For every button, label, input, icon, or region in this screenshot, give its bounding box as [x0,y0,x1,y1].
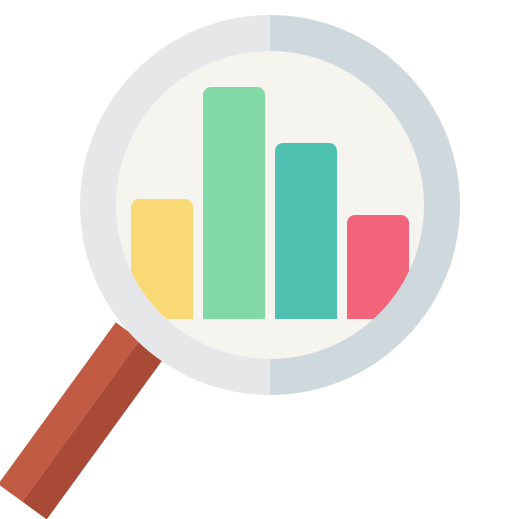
magnifier-rim [80,15,460,395]
bar-chart [116,51,424,319]
bar-1 [131,199,193,319]
bar-3 [275,143,337,319]
bar-2 [203,87,265,319]
bar-4 [347,215,409,319]
analytics-magnifier-icon [0,0,512,512]
magnifier-lens [116,51,424,359]
